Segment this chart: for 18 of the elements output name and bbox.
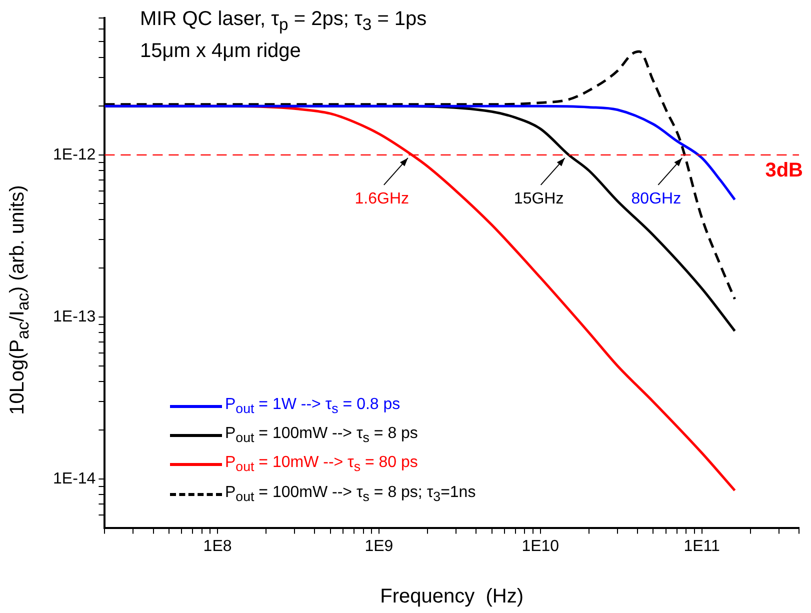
annotation: 80GHz xyxy=(631,190,682,208)
legend-label: P$_{out}$ = 100mW --> τ$_{s}$ = 8 ps xyxy=(225,424,418,448)
legend-label: P$_{out}$ = 100mW --> τ$_{s}$ = 8 ps; τ$_{3}$=1ns xyxy=(225,482,476,506)
x-tick-label: 1E11 xyxy=(684,538,720,555)
text: 15μm x 4μm ridge xyxy=(140,39,302,64)
annotation: 15GHz xyxy=(514,190,564,208)
legend-label: P$_{out}$ = 1W --> τ$_{s}$ = 0.8 ps xyxy=(225,395,400,418)
annotation: 1.6GHz xyxy=(354,190,410,208)
ref-line-label: 3dB xyxy=(765,159,803,182)
y-tick-label: 1E-12 xyxy=(52,146,96,164)
y-tick-label: 1E-13 xyxy=(52,308,96,326)
y-tick-label: 1E-14 xyxy=(52,470,96,488)
x-tick-label: 1E9 xyxy=(364,538,394,555)
x-tick-label: 1E8 xyxy=(203,538,232,555)
legend-label: P$_{out}$ = 10mW --> τ$_{s}$ = 80 ps xyxy=(225,453,418,477)
x-tick-label: 1E10 xyxy=(522,538,560,555)
chart-title: MIR QC laser, τ$_{p}$ = 2ps; τ$_{3}$ = 1ps xyxy=(140,7,427,36)
x-axis-title: Frequency (Hz) xyxy=(380,586,524,608)
